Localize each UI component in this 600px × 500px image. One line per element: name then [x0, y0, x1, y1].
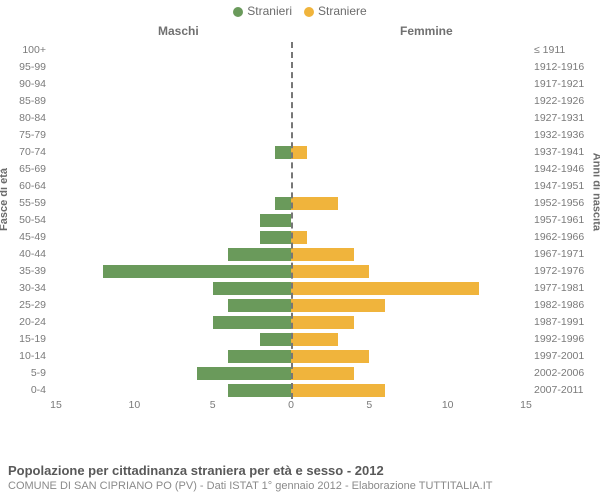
x-tick: 15	[50, 399, 62, 411]
age-labels: 100+95-9990-9485-8980-8475-7970-7465-696…	[8, 42, 50, 399]
bar-female	[291, 316, 354, 329]
bar-male	[260, 231, 291, 244]
bar-male	[275, 197, 291, 210]
age-label: 95-99	[8, 59, 50, 76]
birth-label: 1947-1951	[530, 178, 592, 195]
column-headers: Maschi Femmine	[8, 24, 592, 40]
x-axis: 15105051015	[56, 399, 526, 415]
center-divider	[291, 42, 293, 399]
birth-label: ≤ 1911	[530, 42, 592, 59]
birth-label: 1972-1976	[530, 263, 592, 280]
age-label: 90-94	[8, 76, 50, 93]
bar-female	[291, 350, 369, 363]
age-label: 85-89	[8, 93, 50, 110]
bar-male	[228, 299, 291, 312]
birth-label: 1982-1986	[530, 297, 592, 314]
bar-female	[291, 384, 385, 397]
bar-female	[291, 282, 479, 295]
bar-male	[260, 333, 291, 346]
age-label: 10-14	[8, 348, 50, 365]
x-tick: 10	[128, 399, 140, 411]
header-males: Maschi	[158, 24, 199, 38]
bar-male	[228, 248, 291, 261]
bar-male	[197, 367, 291, 380]
x-tick: 10	[442, 399, 454, 411]
bar-female	[291, 265, 369, 278]
age-label: 25-29	[8, 297, 50, 314]
population-pyramid-chart: StranieriStraniere Maschi Femmine Fasce …	[0, 0, 600, 500]
age-label: 65-69	[8, 161, 50, 178]
birth-label: 1962-1966	[530, 229, 592, 246]
age-label: 80-84	[8, 110, 50, 127]
legend-label: Stranieri	[247, 4, 292, 18]
legend-swatch	[233, 7, 243, 17]
birth-label: 1927-1931	[530, 110, 592, 127]
x-tick: 5	[366, 399, 372, 411]
age-label: 75-79	[8, 127, 50, 144]
birth-label: 1942-1946	[530, 161, 592, 178]
bar-male	[213, 282, 291, 295]
x-tick: 0	[288, 399, 294, 411]
bar-female	[291, 146, 307, 159]
birth-label: 1917-1921	[530, 76, 592, 93]
age-label: 50-54	[8, 212, 50, 229]
chart-footer: Popolazione per cittadinanza straniera p…	[8, 463, 592, 492]
bar-male	[228, 350, 291, 363]
age-label: 70-74	[8, 144, 50, 161]
birth-year-labels: ≤ 19111912-19161917-19211922-19261927-19…	[530, 42, 592, 399]
age-label: 15-19	[8, 331, 50, 348]
bar-female	[291, 333, 338, 346]
birth-label: 2007-2011	[530, 382, 592, 399]
birth-label: 1967-1971	[530, 246, 592, 263]
age-label: 35-39	[8, 263, 50, 280]
birth-label: 1952-1956	[530, 195, 592, 212]
chart-title: Popolazione per cittadinanza straniera p…	[8, 463, 592, 478]
age-label: 100+	[8, 42, 50, 59]
bar-male	[228, 384, 291, 397]
age-label: 5-9	[8, 365, 50, 382]
x-tick: 15	[520, 399, 532, 411]
birth-label: 1932-1936	[530, 127, 592, 144]
age-label: 45-49	[8, 229, 50, 246]
age-label: 20-24	[8, 314, 50, 331]
bar-female	[291, 248, 354, 261]
birth-label: 1992-1996	[530, 331, 592, 348]
bar-female	[291, 197, 338, 210]
age-label: 60-64	[8, 178, 50, 195]
chart-source: COMUNE DI SAN CIPRIANO PO (PV) - Dati IS…	[8, 480, 592, 492]
birth-label: 1997-2001	[530, 348, 592, 365]
bar-male	[275, 146, 291, 159]
age-label: 40-44	[8, 246, 50, 263]
bar-female	[291, 231, 307, 244]
birth-label: 1987-1991	[530, 314, 592, 331]
legend: Stranieri Straniere	[8, 4, 592, 18]
birth-label: 1922-1926	[530, 93, 592, 110]
bar-male	[260, 214, 291, 227]
header-females: Femmine	[400, 24, 453, 38]
plot-area: Fasce di età Anni di nascita 100+95-9990…	[8, 42, 592, 419]
legend-item: Stranieri	[233, 4, 292, 18]
bar-male	[103, 265, 291, 278]
bar-male	[213, 316, 291, 329]
birth-label: 1912-1916	[530, 59, 592, 76]
bars-area	[56, 42, 526, 399]
legend-swatch	[304, 7, 314, 17]
birth-label: 2002-2006	[530, 365, 592, 382]
age-label: 30-34	[8, 280, 50, 297]
birth-label: 1957-1961	[530, 212, 592, 229]
birth-label: 1977-1981	[530, 280, 592, 297]
legend-item: Straniere	[304, 4, 367, 18]
legend-label: Straniere	[318, 4, 367, 18]
bar-female	[291, 299, 385, 312]
age-label: 55-59	[8, 195, 50, 212]
birth-label: 1937-1941	[530, 144, 592, 161]
x-tick: 5	[210, 399, 216, 411]
bar-female	[291, 367, 354, 380]
age-label: 0-4	[8, 382, 50, 399]
